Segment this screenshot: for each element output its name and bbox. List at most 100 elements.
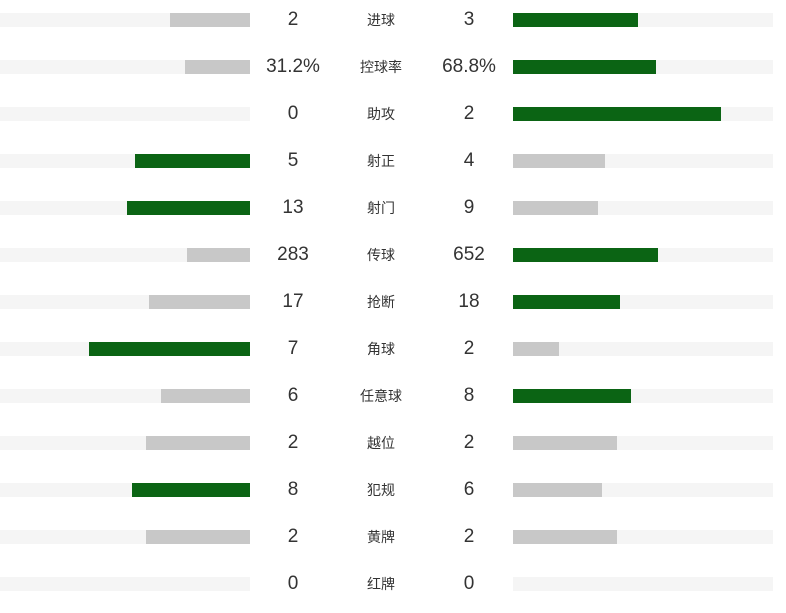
home-bar-track (0, 60, 250, 74)
away-value: 6 (463, 479, 475, 500)
home-bar-fill (127, 201, 250, 215)
away-bar-fill (513, 436, 617, 450)
away-bar-fill (513, 248, 658, 262)
home-bar-track (0, 389, 250, 403)
home-value: 13 (282, 197, 304, 218)
home-value: 0 (287, 103, 299, 124)
away-value: 2 (463, 432, 475, 453)
away-bar-track (513, 577, 773, 591)
home-bar-fill (170, 13, 250, 27)
stat-row: 2 黄牌 2 (0, 519, 786, 566)
stat-label: 控球率 (360, 59, 402, 75)
stat-row: 283 传球 652 (0, 237, 786, 284)
stat-row: 13 射门 9 (0, 190, 786, 237)
away-bar-fill (513, 389, 631, 403)
stat-row: 5 射正 4 (0, 143, 786, 190)
away-value: 68.8% (442, 56, 496, 77)
home-bar-fill (132, 483, 250, 497)
home-value: 7 (287, 338, 299, 359)
home-bar-fill (187, 248, 250, 262)
away-value: 2 (463, 103, 475, 124)
away-bar-track (513, 342, 773, 356)
home-bar-track (0, 577, 250, 591)
stat-label: 射门 (367, 200, 395, 216)
away-bar-track (513, 483, 773, 497)
stat-row: 7 角球 2 (0, 331, 786, 378)
home-bar-track (0, 107, 250, 121)
home-bar-track (0, 342, 250, 356)
home-bar-track (0, 530, 250, 544)
home-bar-fill (135, 154, 250, 168)
away-value: 9 (463, 197, 475, 218)
home-value: 8 (287, 479, 299, 500)
stat-label: 传球 (367, 247, 395, 263)
home-bar-fill (146, 530, 250, 544)
away-value: 3 (463, 9, 475, 30)
away-value: 652 (453, 244, 485, 265)
away-value: 0 (463, 573, 475, 594)
away-bar-track (513, 60, 773, 74)
stat-row: 17 抢断 18 (0, 284, 786, 331)
home-bar-track (0, 13, 250, 27)
away-value: 18 (458, 291, 480, 312)
away-bar-track (513, 436, 773, 450)
away-bar-fill (513, 201, 598, 215)
away-bar-fill (513, 107, 721, 121)
home-bar-track (0, 248, 250, 262)
stat-row: 0 红牌 0 (0, 566, 786, 613)
away-bar-fill (513, 530, 617, 544)
stat-row: 6 任意球 8 (0, 378, 786, 425)
away-bar-track (513, 530, 773, 544)
away-bar-fill (513, 60, 656, 74)
away-value: 2 (463, 526, 475, 547)
home-value: 6 (287, 385, 299, 406)
stat-label: 红牌 (367, 576, 395, 592)
away-bar-track (513, 248, 773, 262)
home-bar-fill (161, 389, 250, 403)
stat-label: 任意球 (360, 388, 402, 404)
stat-label: 抢断 (367, 294, 395, 310)
away-value: 8 (463, 385, 475, 406)
away-bar-fill (513, 483, 602, 497)
away-bar-fill (513, 13, 638, 27)
away-bar-track (513, 107, 773, 121)
stat-row: 8 犯规 6 (0, 472, 786, 519)
home-value: 17 (282, 291, 304, 312)
away-bar-track (513, 201, 773, 215)
stat-label: 角球 (367, 341, 395, 357)
home-bar-track (0, 154, 250, 168)
home-value: 31.2% (266, 56, 320, 77)
stat-label: 射正 (367, 153, 395, 169)
home-bar-fill (185, 60, 250, 74)
home-bar-track (0, 295, 250, 309)
home-bar-fill (149, 295, 250, 309)
home-value: 283 (277, 244, 309, 265)
home-value: 0 (287, 573, 299, 594)
home-bar-track (0, 436, 250, 450)
stat-row: 2 进球 3 (0, 2, 786, 49)
away-bar-fill (513, 295, 620, 309)
away-bar-fill (513, 342, 559, 356)
away-value: 4 (463, 150, 475, 171)
home-bar-track (0, 201, 250, 215)
stat-row: 31.2% 控球率 68.8% (0, 49, 786, 96)
stat-label: 黄牌 (367, 529, 395, 545)
stat-label: 犯规 (367, 482, 395, 498)
away-bar-fill (513, 154, 605, 168)
home-value: 2 (287, 9, 299, 30)
stat-row: 0 助攻 2 (0, 96, 786, 143)
stat-label: 进球 (367, 12, 395, 28)
stat-label: 助攻 (367, 106, 395, 122)
home-value: 2 (287, 526, 299, 547)
home-bar-fill (89, 342, 250, 356)
away-bar-track (513, 389, 773, 403)
stat-label: 越位 (367, 435, 395, 451)
away-bar-track (513, 295, 773, 309)
away-bar-track (513, 13, 773, 27)
away-value: 2 (463, 338, 475, 359)
home-value: 5 (287, 150, 299, 171)
home-value: 2 (287, 432, 299, 453)
home-bar-track (0, 483, 250, 497)
away-bar-track (513, 154, 773, 168)
